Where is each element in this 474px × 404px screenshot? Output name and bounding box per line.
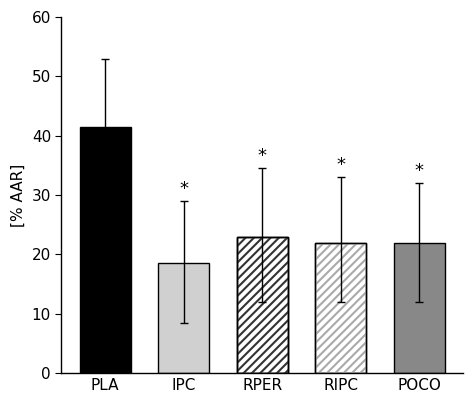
Bar bbox=[237, 237, 288, 373]
Bar bbox=[158, 263, 209, 373]
Text: *: * bbox=[258, 147, 267, 165]
Text: *: * bbox=[336, 156, 345, 174]
Bar bbox=[315, 242, 366, 373]
Bar bbox=[315, 242, 366, 373]
Bar bbox=[237, 237, 288, 373]
Bar bbox=[80, 127, 131, 373]
Text: *: * bbox=[179, 180, 188, 198]
Bar bbox=[315, 242, 366, 373]
Bar bbox=[393, 242, 445, 373]
Bar bbox=[237, 237, 288, 373]
Text: *: * bbox=[415, 162, 424, 180]
Y-axis label: [% AAR]: [% AAR] bbox=[11, 164, 26, 227]
